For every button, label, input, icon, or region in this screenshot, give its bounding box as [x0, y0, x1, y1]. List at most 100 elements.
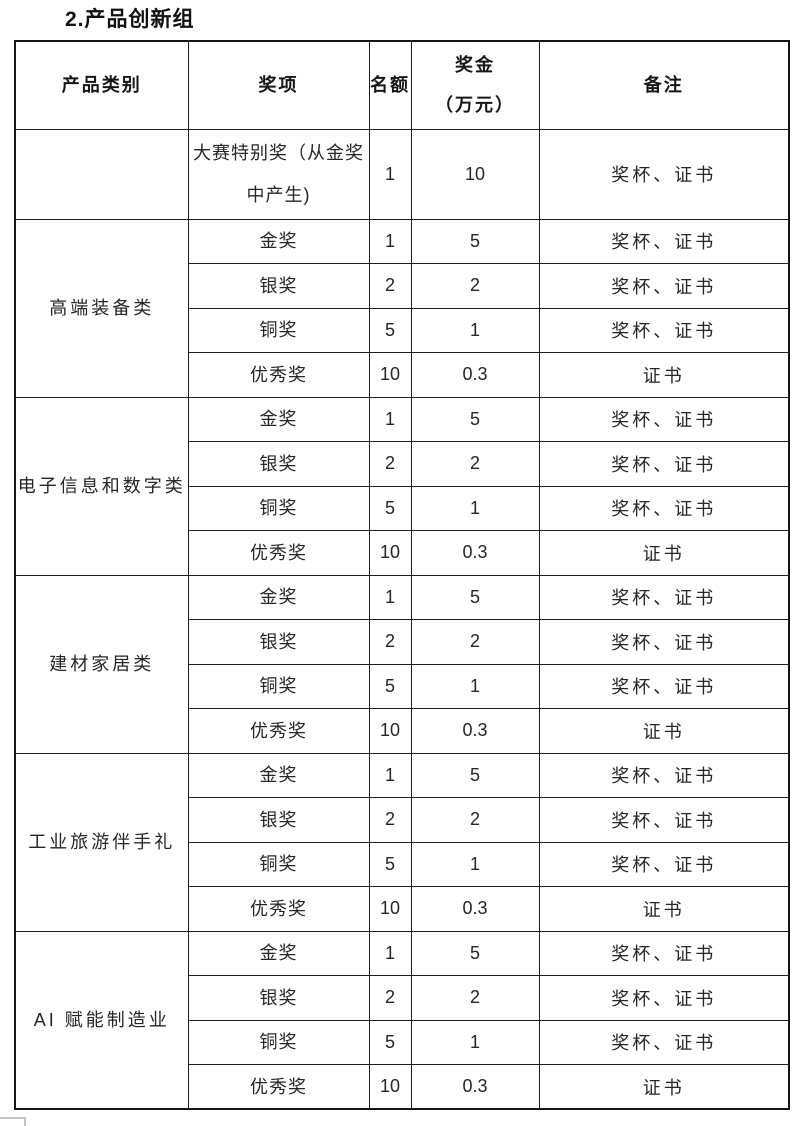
remark-cell: 证书	[538, 530, 790, 576]
prize-cell: 2	[410, 619, 540, 665]
award-row: 铜奖 5 1 奖杯、证书	[15, 307, 790, 353]
award-row: 银奖 2 2 奖杯、证书	[15, 441, 790, 487]
prize-cell: 2	[410, 441, 540, 487]
award-row: 铜奖 5 1 奖杯、证书	[15, 485, 790, 531]
remark-cell: 奖杯、证书	[538, 441, 790, 487]
award-cell: 银奖	[187, 619, 370, 665]
remark-cell: 奖杯、证书	[538, 841, 790, 887]
prize-cell: 0.3	[410, 708, 540, 754]
prize-cell: 5	[410, 930, 540, 976]
quota-cell: 2	[368, 441, 412, 487]
remark-cell: 奖杯、证书	[538, 663, 790, 709]
category-cell: 工业旅游伴手礼	[14, 752, 189, 932]
quota-cell: 10	[368, 530, 412, 576]
header-prize-line1: 奖金	[455, 55, 495, 76]
quota-cell: 5	[368, 1019, 412, 1065]
remark-cell: 证书	[538, 1064, 790, 1110]
category-cell: AI 赋能制造业	[14, 930, 189, 1110]
remark-cell: 奖杯、证书	[538, 619, 790, 665]
special-award-row: 大赛特别奖（从金奖中产生) 1 10 奖杯、证书	[14, 128, 790, 220]
award-row: 铜奖 5 1 奖杯、证书	[15, 1019, 790, 1065]
quota-cell: 5	[368, 485, 412, 531]
table-body: 大赛特别奖（从金奖中产生) 1 10 奖杯、证书 高端装备类 金奖 1 5 奖杯、证书 银奖 2 2 奖…	[14, 128, 790, 1110]
prize-cell: 1	[410, 307, 540, 353]
award-row: 优秀奖 10 0.3 证书	[15, 1064, 790, 1110]
award-cell: 银奖	[187, 797, 370, 843]
award-row: 铜奖 5 1 奖杯、证书	[15, 663, 790, 709]
header-category: 产品类别	[14, 40, 189, 130]
award-cell: 铜奖	[187, 307, 370, 353]
prize-cell: 5	[410, 574, 540, 620]
award-row: 银奖 2 2 奖杯、证书	[15, 975, 790, 1021]
award-cell: 大赛特别奖（从金奖中产生)	[187, 128, 370, 220]
quota-cell: 1	[368, 128, 412, 220]
prize-cell: 0.3	[410, 530, 540, 576]
quota-cell: 10	[368, 1064, 412, 1110]
award-row: 电子信息和数字类 金奖 1 5 奖杯、证书	[14, 396, 790, 576]
category-cell: 高端装备类	[14, 218, 189, 398]
page-title: 2.产品创新组	[65, 8, 195, 31]
remark-cell: 奖杯、证书	[538, 307, 790, 353]
quota-cell: 5	[368, 307, 412, 353]
remark-cell: 奖杯、证书	[538, 1019, 790, 1065]
award-cell: 金奖	[187, 574, 370, 620]
quota-cell: 2	[368, 975, 412, 1021]
award-row: 银奖 2 2 奖杯、证书	[15, 263, 790, 309]
quota-cell: 1	[368, 930, 412, 976]
award-cell: 优秀奖	[187, 708, 370, 754]
prize-cell: 0.3	[410, 886, 540, 932]
remark-cell: 奖杯、证书	[538, 574, 790, 620]
quota-cell: 1	[368, 218, 412, 264]
quota-cell: 1	[368, 396, 412, 442]
award-cell: 铜奖	[187, 841, 370, 887]
remark-cell: 奖杯、证书	[538, 752, 790, 798]
award-cell: 铜奖	[187, 1019, 370, 1065]
header-prize: 奖金 （万元）	[410, 40, 540, 130]
page-corner-artifact	[0, 1117, 26, 1126]
prize-cell: 1	[410, 485, 540, 531]
quota-cell: 10	[368, 886, 412, 932]
award-cell: 铜奖	[187, 485, 370, 531]
remark-cell: 奖杯、证书	[538, 218, 790, 264]
prize-cell: 0.3	[410, 1064, 540, 1110]
award-row: 银奖 2 2 奖杯、证书	[15, 619, 790, 665]
remark-cell: 证书	[538, 708, 790, 754]
header-quota: 名额	[368, 40, 412, 130]
remark-cell: 奖杯、证书	[538, 263, 790, 309]
category-cell	[14, 128, 189, 220]
category-cell: 电子信息和数字类	[14, 396, 189, 576]
prize-cell: 5	[410, 396, 540, 442]
prize-cell: 1	[410, 841, 540, 887]
prize-cell: 5	[410, 752, 540, 798]
quota-cell: 10	[368, 352, 412, 398]
award-cell: 铜奖	[187, 663, 370, 709]
quota-cell: 5	[368, 841, 412, 887]
prize-cell: 10	[410, 128, 540, 220]
award-row: 建材家居类 金奖 1 5 奖杯、证书	[14, 574, 790, 754]
prize-cell: 1	[410, 1019, 540, 1065]
award-cell: 优秀奖	[187, 1064, 370, 1110]
award-cell: 金奖	[187, 930, 370, 976]
award-row: 优秀奖 10 0.3 证书	[15, 886, 790, 932]
remark-cell: 奖杯、证书	[538, 128, 790, 220]
header-award: 奖项	[187, 40, 370, 130]
award-row: 优秀奖 10 0.3 证书	[15, 708, 790, 754]
header-prize-line2: （万元）	[435, 95, 515, 116]
award-cell: 银奖	[187, 263, 370, 309]
remark-cell: 奖杯、证书	[538, 396, 790, 442]
prize-cell: 2	[410, 797, 540, 843]
remark-cell: 奖杯、证书	[538, 930, 790, 976]
quota-cell: 2	[368, 619, 412, 665]
prize-cell: 2	[410, 975, 540, 1021]
award-row: 优秀奖 10 0.3 证书	[15, 530, 790, 576]
award-cell: 金奖	[187, 396, 370, 442]
remark-cell: 奖杯、证书	[538, 975, 790, 1021]
award-row: 铜奖 5 1 奖杯、证书	[15, 841, 790, 887]
prize-cell: 2	[410, 263, 540, 309]
award-row: 银奖 2 2 奖杯、证书	[15, 797, 790, 843]
remark-cell: 证书	[538, 352, 790, 398]
category-cell: 建材家居类	[14, 574, 189, 754]
remark-cell: 奖杯、证书	[538, 485, 790, 531]
remark-cell: 奖杯、证书	[538, 797, 790, 843]
